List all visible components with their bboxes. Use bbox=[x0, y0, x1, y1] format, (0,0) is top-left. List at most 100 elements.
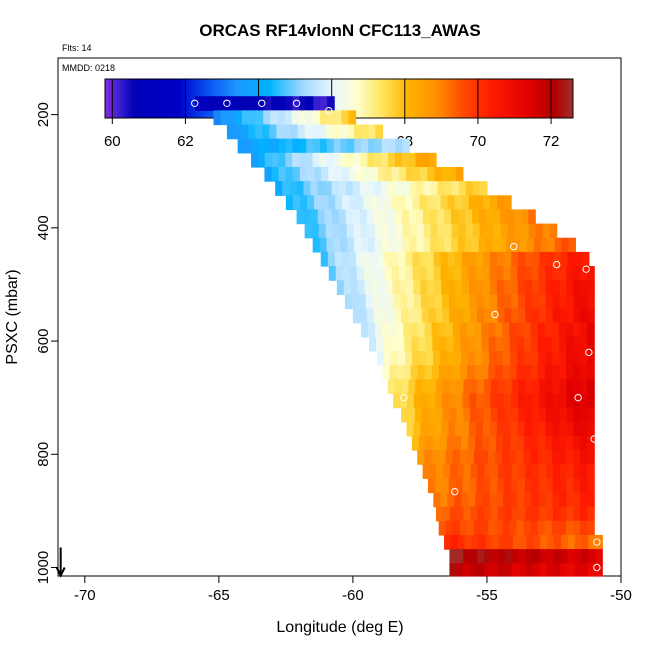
sample-point bbox=[378, 259, 387, 268]
heatmap-cell bbox=[595, 534, 603, 550]
heatmap-cell bbox=[588, 563, 596, 577]
heatmap-cell bbox=[544, 322, 553, 338]
heatmap-cell bbox=[391, 195, 400, 211]
heatmap-cell bbox=[475, 251, 484, 267]
heatmap-cell bbox=[559, 266, 567, 281]
heatmap-cell bbox=[504, 308, 513, 324]
heatmap-cell bbox=[540, 237, 549, 253]
heatmap-cell bbox=[366, 209, 375, 225]
heatmap-cell bbox=[565, 520, 574, 536]
heatmap-cell bbox=[298, 110, 307, 126]
heatmap-cell bbox=[466, 322, 475, 338]
heatmap-cell bbox=[531, 350, 539, 366]
heatmap-cell bbox=[292, 152, 300, 168]
heatmap-cell bbox=[457, 534, 466, 550]
heatmap-cell bbox=[249, 110, 257, 126]
heatmap-cell bbox=[580, 294, 588, 310]
heatmap-cell bbox=[580, 435, 588, 451]
heatmap-cell bbox=[587, 435, 595, 451]
heatmap-cell bbox=[299, 138, 307, 154]
heatmap-cell bbox=[595, 549, 603, 564]
heatmap-cell bbox=[503, 421, 512, 437]
heatmap-cell bbox=[398, 350, 406, 366]
sample-point bbox=[536, 211, 545, 219]
heatmap-cell bbox=[468, 350, 476, 366]
heatmap-cell bbox=[453, 336, 462, 352]
heatmap-cell bbox=[537, 365, 546, 380]
heatmap-cell bbox=[488, 365, 496, 380]
heatmap-cell bbox=[278, 138, 287, 154]
heatmap-cell bbox=[442, 506, 451, 522]
heatmap-cell bbox=[303, 181, 312, 196]
heatmap-cell bbox=[440, 492, 448, 508]
heatmap-cell bbox=[426, 350, 434, 366]
heatmap-cell bbox=[521, 209, 529, 225]
heatmap-cell bbox=[510, 266, 518, 281]
heatmap-cell bbox=[423, 223, 432, 239]
heatmap-cell bbox=[559, 350, 567, 366]
heatmap-cell bbox=[384, 350, 392, 366]
heatmap-cell bbox=[420, 393, 429, 409]
heatmap-cell bbox=[421, 407, 430, 423]
heatmap-cell bbox=[462, 280, 470, 295]
y-axis: 200 400 600 800 1000 bbox=[35, 102, 58, 584]
heatmap-cell bbox=[482, 435, 490, 451]
heatmap-cell bbox=[507, 209, 515, 225]
heatmap-cell bbox=[444, 181, 453, 196]
heatmap-cell bbox=[580, 421, 588, 437]
heatmap-cell bbox=[277, 110, 286, 126]
heatmap-cell bbox=[241, 110, 250, 126]
heatmap-cell bbox=[545, 421, 554, 437]
heatmap-cell bbox=[347, 138, 355, 154]
heatmap-cell bbox=[345, 181, 354, 196]
heatmap-cell bbox=[546, 464, 554, 479]
heatmap-cell bbox=[573, 407, 581, 423]
heatmap-cell bbox=[461, 492, 469, 508]
heatmap-cell bbox=[405, 195, 414, 211]
heatmap-cell bbox=[464, 534, 473, 550]
heatmap-cell bbox=[375, 124, 383, 140]
heatmap-cell bbox=[440, 251, 449, 267]
heatmap-cell bbox=[415, 379, 423, 395]
heatmap-cell bbox=[371, 280, 380, 295]
heatmap-cell bbox=[427, 421, 435, 437]
heatmap-cell bbox=[514, 223, 523, 239]
heatmap-cell bbox=[356, 195, 364, 211]
heatmap-cell bbox=[545, 435, 553, 451]
heatmap-cell bbox=[587, 308, 595, 324]
heatmap-cell bbox=[456, 308, 464, 324]
heatmap-cell bbox=[292, 96, 300, 111]
heatmap-cell bbox=[258, 138, 266, 154]
heatmap-cell bbox=[507, 223, 516, 239]
heatmap-cell bbox=[462, 393, 470, 409]
heatmap-cell bbox=[580, 308, 588, 324]
heatmap-cell bbox=[530, 322, 539, 338]
heatmap-cell bbox=[538, 280, 547, 295]
heatmap-cell bbox=[467, 336, 476, 352]
heatmap-cell bbox=[519, 534, 528, 550]
heatmap-cell bbox=[237, 138, 246, 154]
heatmap-cell bbox=[523, 520, 532, 536]
heatmap-cell bbox=[467, 435, 476, 451]
heatmap-cell bbox=[318, 124, 327, 140]
heatmap-cell bbox=[356, 266, 365, 281]
heatmap-cell bbox=[587, 336, 595, 352]
heatmap-cell bbox=[314, 166, 322, 182]
heatmap-cell bbox=[391, 251, 399, 267]
sample-point bbox=[351, 164, 360, 173]
heatmap-cell bbox=[388, 152, 396, 168]
heatmap-cell bbox=[527, 237, 535, 253]
heatmap-cell bbox=[504, 393, 512, 409]
heatmap-cell bbox=[291, 110, 300, 126]
heatmap-cell bbox=[394, 209, 403, 225]
heatmap-cell bbox=[566, 393, 574, 409]
heatmap-cell bbox=[476, 407, 485, 423]
y-tick-label: 800 bbox=[35, 442, 52, 467]
heatmap-cell bbox=[486, 209, 494, 225]
heatmap-cell bbox=[552, 393, 561, 409]
heatmap-cell bbox=[510, 435, 518, 451]
heatmap-cell bbox=[483, 393, 491, 409]
heatmap-cell bbox=[349, 166, 358, 182]
heatmap-cell bbox=[546, 506, 554, 522]
heatmap-cell bbox=[278, 166, 287, 182]
